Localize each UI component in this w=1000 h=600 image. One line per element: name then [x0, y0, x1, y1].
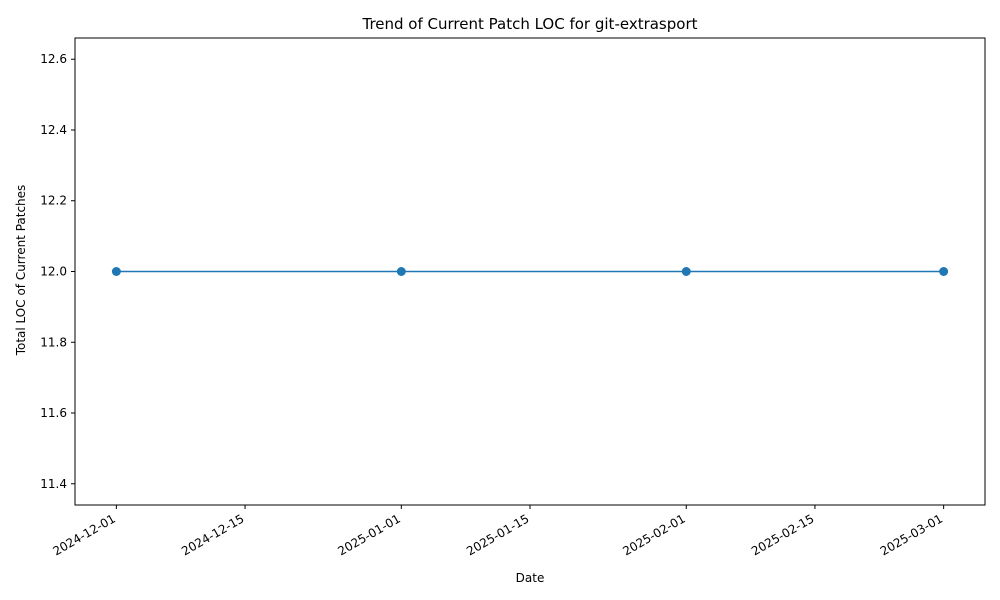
- y-tick-label: 12.4: [40, 123, 67, 137]
- y-tick-label: 11.6: [40, 406, 67, 420]
- y-axis-label: Total LOC of Current Patches: [14, 185, 28, 357]
- y-tick-label: 12.2: [40, 194, 67, 208]
- x-axis-label: Date: [516, 571, 545, 585]
- y-tick-label: 11.8: [40, 335, 67, 349]
- y-tick-label: 12.6: [40, 52, 67, 66]
- chart-title: Trend of Current Patch LOC for git-extra…: [361, 15, 697, 33]
- y-tick-label: 12.0: [40, 265, 67, 279]
- data-point: [396, 267, 406, 276]
- data-point: [681, 267, 691, 276]
- data-point: [939, 267, 949, 276]
- y-tick-label: 11.4: [40, 477, 67, 491]
- data-point: [111, 267, 121, 276]
